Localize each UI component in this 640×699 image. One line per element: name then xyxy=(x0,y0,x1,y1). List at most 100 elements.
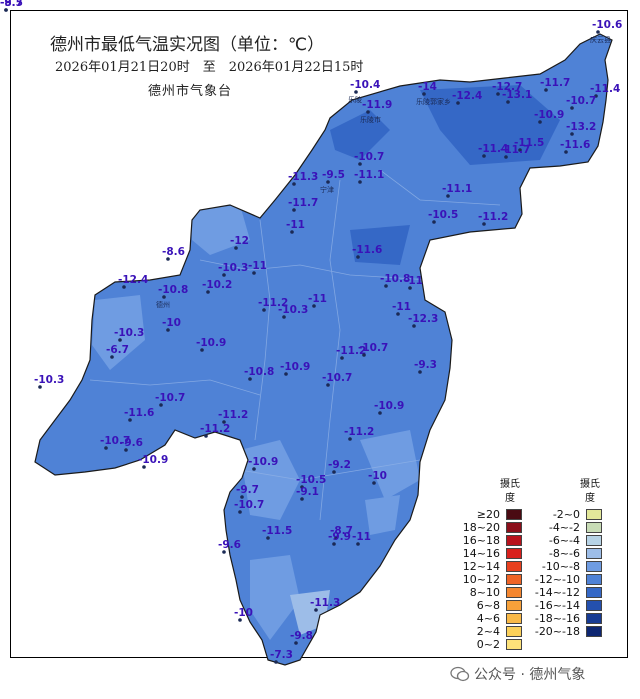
station-marker: -10 xyxy=(162,317,181,332)
station-temperature: -10.9 xyxy=(534,109,564,121)
station-dot xyxy=(248,377,252,381)
station-dot xyxy=(110,355,114,359)
station-marker: -11.6 xyxy=(352,244,382,259)
station-temperature: -13.2 xyxy=(566,121,596,133)
station-marker: -11.6 xyxy=(124,407,154,422)
station-marker: -9.7 xyxy=(236,484,259,499)
legend-entry: 2~4 xyxy=(452,625,522,638)
station-dot xyxy=(124,448,128,452)
station-temperature: -10.8 xyxy=(158,284,188,296)
station-marker: -10.7 xyxy=(322,372,352,387)
station-marker: -9.8 xyxy=(290,630,313,645)
station-marker: -10.5 xyxy=(296,474,326,489)
station-temperature: -8.6 xyxy=(162,246,185,258)
legend-label: 8~10 xyxy=(469,586,500,599)
station-dot xyxy=(262,308,266,312)
station-temperature: -11 xyxy=(392,301,411,313)
station-marker: -11.2 xyxy=(344,426,374,441)
station-dot xyxy=(412,324,416,328)
station-dot xyxy=(166,328,170,332)
station-marker: -10.8 德州 xyxy=(156,284,188,309)
station-dot xyxy=(274,660,278,664)
station-dot xyxy=(396,312,400,316)
station-dot xyxy=(358,162,362,166)
station-marker: -11 xyxy=(404,275,423,290)
station-dot xyxy=(482,154,486,158)
station-dot xyxy=(326,180,330,184)
station-temperature: -11.2 xyxy=(218,409,248,421)
station-marker: -11.3 xyxy=(288,171,318,186)
legend-swatch xyxy=(506,561,522,572)
station-marker: -10 xyxy=(234,607,253,622)
legend-swatch xyxy=(506,587,522,598)
station-temperature: -11.2 xyxy=(336,345,366,357)
station-marker: -10.4 乐陵 xyxy=(348,79,380,104)
station-temperature: -10.9 xyxy=(248,456,278,468)
station-marker: -10.3 xyxy=(218,262,248,277)
station-marker: -11.4 xyxy=(478,143,508,158)
station-dot xyxy=(240,495,244,499)
station-marker: -10.9 xyxy=(534,109,564,124)
station-marker: -10.7 xyxy=(100,435,130,450)
station-marker: -12.3 xyxy=(408,313,438,328)
legend-entry: -12~-10 xyxy=(532,573,602,586)
station-temperature: -12.4 xyxy=(118,274,148,286)
station-dot xyxy=(340,356,344,360)
station-temperature: -11 xyxy=(286,219,305,231)
legend-label: -16~-14 xyxy=(534,599,580,612)
legend-entry: -14~-12 xyxy=(532,586,602,599)
station-dot xyxy=(372,481,376,485)
station-name: 乐陵 xyxy=(348,95,362,104)
station-dot xyxy=(312,304,316,308)
station-marker: -10.6 庆云县 xyxy=(590,19,622,44)
station-temperature: -10.5 xyxy=(296,474,326,486)
legend-unit-right-2: 度 xyxy=(585,493,595,504)
station-dot xyxy=(104,446,108,450)
legend-swatch xyxy=(586,522,602,533)
legend-entry: 4~6 xyxy=(452,612,522,625)
station-dot xyxy=(238,510,242,514)
station-marker: -11.1 xyxy=(354,169,384,184)
footer-text: 公众号 · 德州气象 xyxy=(474,667,586,683)
station-marker: -8.6 xyxy=(162,246,185,261)
legend-swatch xyxy=(506,613,522,624)
station-dot xyxy=(300,485,304,489)
station-marker: -8.7 xyxy=(330,525,353,540)
map-title: 德州市最低气温实况图（单位：℃） xyxy=(50,35,325,55)
legend-label: 14~16 xyxy=(462,547,500,560)
station-temperature: -10.7 xyxy=(322,372,352,384)
station-temperature: -11.3 xyxy=(288,171,318,183)
station-temperature: -11 xyxy=(248,260,267,272)
station-temperature: -9.8 xyxy=(290,630,313,642)
station-temperature: -10.7 xyxy=(155,392,185,404)
legend-swatch xyxy=(506,626,522,637)
station-marker: -11.2 xyxy=(336,345,366,360)
station-temperature: -10.7 xyxy=(358,342,388,354)
legend-label: 12~14 xyxy=(462,560,500,573)
legend-label: -2~0 xyxy=(552,508,580,521)
station-temperature: -10.7 xyxy=(234,499,264,511)
station-temperature: -13.1 xyxy=(502,89,532,101)
station-temperature: -10.7 xyxy=(566,95,596,107)
legend-swatch xyxy=(506,535,522,546)
station-temperature: -11.6 xyxy=(352,244,382,256)
station-marker: -10.3 xyxy=(114,327,144,342)
station-dot xyxy=(366,110,370,114)
station-dot xyxy=(456,101,460,105)
legend-entry: 8~10 xyxy=(452,586,522,599)
station-dot xyxy=(128,418,132,422)
station-temperature: -9.5 xyxy=(322,169,345,181)
station-temperature: -9.9 xyxy=(328,531,351,543)
legend-label: 6~8 xyxy=(476,599,500,612)
legend-unit-right: 摄氏 xyxy=(580,479,600,490)
station-temperature: -10.3 xyxy=(218,262,248,274)
station-dot xyxy=(326,383,330,387)
station-dot xyxy=(292,182,296,186)
station-marker: -9.9 xyxy=(328,531,351,546)
station-marker: -9.5 宁津 xyxy=(320,169,345,194)
station-dot xyxy=(362,353,366,357)
station-dot xyxy=(222,420,226,424)
station-marker: -10.9 xyxy=(374,400,404,415)
legend-label: 4~6 xyxy=(476,612,500,625)
station-dot xyxy=(544,88,548,92)
